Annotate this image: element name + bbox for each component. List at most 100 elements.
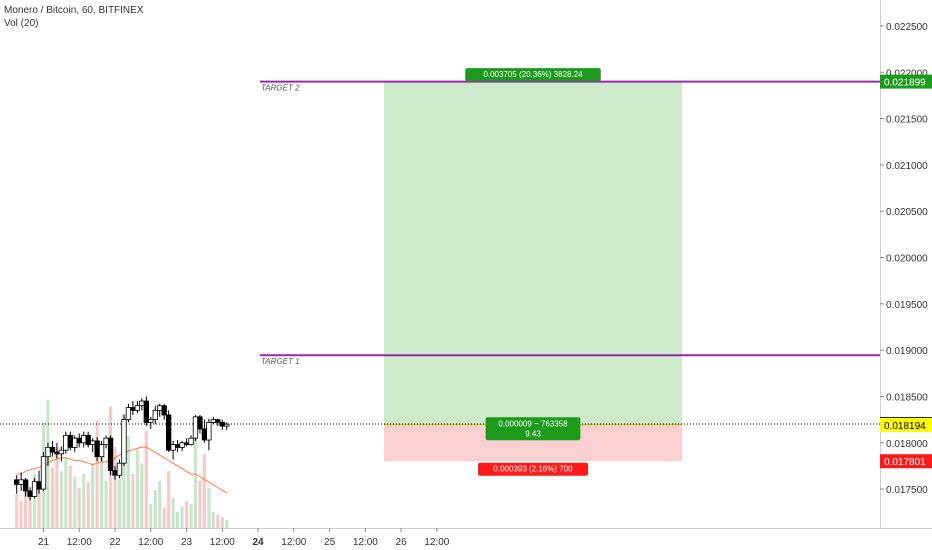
stop-badge[interactable] <box>478 462 588 476</box>
time-axis-tick-label: 26 <box>396 537 408 548</box>
time-axis-tick-label: 23 <box>181 537 193 548</box>
price-axis-tick-label: 0.021000 <box>886 161 928 172</box>
price-tag-stop <box>880 454 932 469</box>
candle <box>170 444 176 451</box>
candle <box>166 414 172 451</box>
price-axis-tick-label: 0.020000 <box>886 254 928 265</box>
volume-bar <box>149 503 153 528</box>
volume-bar <box>220 517 224 528</box>
volume-bar <box>73 476 77 528</box>
volume-bar <box>59 471 63 528</box>
volume-bar <box>113 447 117 528</box>
volume-bar <box>193 436 198 528</box>
chart-legend: Monero / Bitcoin, 60, BITFINEX Vol (20) <box>4 4 144 30</box>
price-axis-tick-label: 0.019500 <box>886 300 928 311</box>
candle <box>148 419 154 423</box>
candle <box>188 437 194 446</box>
candle <box>54 451 60 455</box>
time-axis-tick-label: 12:00 <box>424 537 449 548</box>
candle <box>116 462 123 476</box>
volume-bar <box>117 467 122 528</box>
volume-bar <box>207 487 211 528</box>
volume-bar <box>158 480 162 528</box>
candle <box>224 423 230 427</box>
candle <box>36 481 42 490</box>
price-axis-tick-label: 0.018500 <box>886 392 928 403</box>
volume-bar <box>198 480 202 528</box>
volume-bar <box>82 474 86 528</box>
entry-badge[interactable] <box>485 417 581 441</box>
volume-bar <box>28 490 32 528</box>
volume-bar <box>216 514 220 528</box>
time-axis-tick-label: 12:00 <box>281 537 306 548</box>
candle <box>63 434 69 451</box>
candle <box>85 434 91 446</box>
volume-bar <box>24 480 28 528</box>
candle <box>197 416 203 430</box>
volume-bar <box>104 480 108 528</box>
candle <box>49 447 56 453</box>
entry-badge-text: 0.000009 ~ 763358 <box>498 419 568 428</box>
entry-badge-text: 9.43 <box>525 429 541 438</box>
candle <box>219 421 225 427</box>
target-badge[interactable] <box>465 68 601 82</box>
volume-bar <box>126 436 131 528</box>
candle <box>94 440 100 458</box>
candle <box>174 444 181 448</box>
candle <box>179 442 185 448</box>
volume-indicator-label[interactable]: Vol (20) <box>4 18 39 29</box>
candle <box>139 400 145 407</box>
volume-bar <box>55 447 59 528</box>
candle <box>134 405 141 411</box>
candle <box>206 421 212 441</box>
target-line-label: TARGET 1 <box>261 357 300 366</box>
candle <box>81 434 87 444</box>
candle <box>18 479 24 485</box>
candle <box>157 405 163 411</box>
price-axis-tick-label: 0.019000 <box>886 346 928 357</box>
candle <box>72 437 78 448</box>
candle <box>201 428 208 441</box>
candle <box>152 409 158 421</box>
price-tag-stop-text: 0.017801 <box>884 457 926 468</box>
volume-bar <box>202 453 207 528</box>
candle <box>125 407 132 421</box>
volume-bar <box>171 498 175 528</box>
time-axis-tick-label: 25 <box>324 537 336 548</box>
volume-bar <box>135 449 139 528</box>
volume-bar <box>122 413 126 528</box>
profit-zone[interactable] <box>384 81 682 425</box>
candle <box>112 470 118 476</box>
price-axis-tick-label: 0.017500 <box>886 485 928 496</box>
candle <box>45 447 51 458</box>
symbol-title[interactable]: Monero / Bitcoin, 60, BITFINEX <box>4 5 144 16</box>
volume-bar <box>100 453 104 528</box>
time-axis-tick-label: 24 <box>252 537 264 548</box>
price-axis-tick-label: 0.018000 <box>886 439 928 450</box>
volume-bar <box>180 506 184 528</box>
time-axis-tick-label: 21 <box>38 537 50 548</box>
candle <box>67 434 73 448</box>
volume-bar <box>162 507 166 528</box>
candle <box>40 456 47 490</box>
volume-bar <box>91 463 95 528</box>
volume-bar <box>184 501 189 528</box>
volume-bar <box>37 487 41 528</box>
volume-bar <box>68 465 72 528</box>
price-tag-entry <box>880 417 932 432</box>
volume-bar <box>167 471 171 528</box>
volume-bar <box>140 463 144 528</box>
price-axis-tick-label: 0.022500 <box>886 22 928 33</box>
candle <box>107 437 114 471</box>
price-axis-tick-label: 0.020500 <box>886 207 928 218</box>
candle <box>161 405 167 416</box>
candle <box>183 442 190 446</box>
price-tag-target-text: 0.021899 <box>884 78 926 89</box>
price-tag-entry-text: 0.018194 <box>884 421 926 432</box>
volume-bar <box>19 501 23 528</box>
volume-bar <box>211 511 215 528</box>
candle <box>98 444 105 458</box>
time-axis-tick-label: 12:00 <box>353 537 378 548</box>
candle <box>143 400 149 423</box>
